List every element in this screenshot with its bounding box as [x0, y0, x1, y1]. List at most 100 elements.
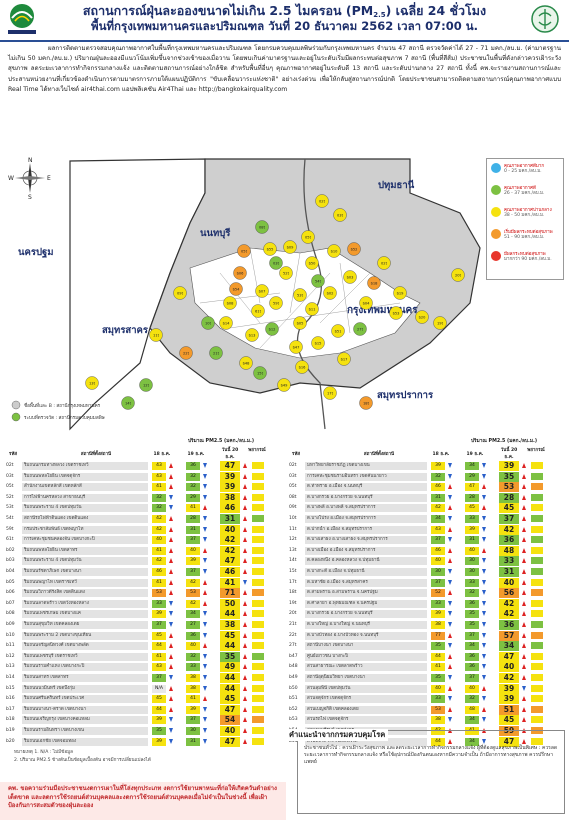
trend-up-icon [243, 516, 247, 521]
station-dot-label: b02 [327, 292, 334, 296]
value-today: 54 [220, 715, 240, 726]
station-dot [393, 286, 407, 300]
forecast-swatch [252, 546, 264, 554]
value-d2: 33 [465, 578, 479, 587]
station-dot-label: 22t [183, 352, 190, 356]
value-d2: 32 [186, 472, 200, 481]
forecast-swatch [252, 515, 264, 522]
station-name: ริมถนนพระราม 4 เขตปทุมวัน [22, 504, 148, 513]
value-d2: 36 [186, 631, 200, 640]
value-d2: 36 [186, 462, 200, 470]
value-d2: 40 [465, 546, 479, 555]
table-row: b03 ริมถนนพระราม 4 เขตปทุมวัน 42 39 47 [6, 556, 286, 567]
station-name: ริมถนนพระราม 4 เขตปทุมวัน [22, 557, 148, 566]
value-d1: 53 [152, 589, 166, 598]
value-today: 28 [499, 492, 519, 503]
value-d2: 33 [186, 663, 200, 672]
forecast-swatch [531, 546, 543, 554]
station-name: ริมถนนเจริญกรุง เขตบางคอแหลม [22, 716, 148, 725]
station-id: b11 [6, 643, 15, 649]
trend-up-icon [203, 600, 207, 606]
value-today: 36 [499, 620, 519, 630]
forecast-swatch [531, 472, 543, 480]
table-row: 12t ต.บางเสาธง อ.บางเสาธง จ.สมุทรปราการ 37… [289, 535, 565, 546]
trend-down-icon [203, 706, 207, 712]
value-d2: 34 [465, 462, 479, 470]
value-today: 47 [499, 736, 519, 747]
trend-down-icon [169, 675, 173, 680]
station-id: 09t [289, 505, 297, 511]
value-d2: 32 [186, 652, 200, 661]
table-row: b20 ริมถนนเอกชัย เขตจอมทอง 39 31 47 [6, 736, 286, 748]
table-row: 02t ริมถนนกรมทางหลวง เขตราชเทวี 43 36 47 [6, 461, 286, 472]
station-dot-label: b08 [227, 302, 235, 306]
value-d1: 44 [431, 737, 445, 746]
table-row: b07 ริมถนนลาดพร้าว เขตวังทองหลาง 33 42 50 [6, 598, 286, 610]
value-d1: 31 [431, 493, 445, 502]
table-row: 03t ริมถนนพหลโยธิน เขตจตุจักร 43 32 39 [6, 471, 286, 483]
value-d1: 39 [152, 737, 166, 746]
trend-up-icon [243, 473, 247, 479]
trend-up-icon [243, 526, 247, 532]
trend-down-icon [169, 600, 173, 606]
trend-up-icon [448, 685, 452, 691]
value-today: 45 [499, 715, 519, 726]
value-d2: 27 [186, 621, 200, 629]
station-dot [283, 240, 297, 254]
table-title: ปริมาณ PM2.5 (มคก./ลบ.ม.) [187, 439, 255, 444]
forecast-swatch [531, 705, 543, 713]
station-dot [359, 296, 373, 310]
station-dot-label: 15t [257, 372, 264, 376]
value-d1: 41 [152, 578, 166, 587]
value-d1: 52 [431, 589, 445, 598]
forecast-swatch [531, 621, 543, 628]
station-name: กรมประชาสัมพันธ์ เขตพญาไท [22, 525, 148, 534]
trend-down-icon [203, 569, 207, 574]
trend-down-icon [448, 473, 452, 479]
trend-down-icon [482, 463, 486, 468]
station-dot [315, 194, 329, 208]
value-d1: 37 [152, 674, 166, 682]
table-row: 59t กรมประชาสัมพันธ์ เขตพญาไท 42 31 40 [6, 524, 286, 536]
station-dot-label: b19 [397, 292, 405, 296]
forecast-swatch [531, 737, 543, 745]
table-row: b12 ริมถนนเพชรบุรี เขตราชเทวี 41 32 35 [6, 651, 286, 663]
trend-up-icon [482, 484, 486, 490]
trend-up-icon [203, 505, 207, 511]
trend-up-icon [169, 558, 173, 564]
station-dot-label: b11 [309, 308, 316, 312]
trend-up-icon [203, 579, 207, 585]
col-header-d1: 18 ธ.ค. [432, 452, 450, 457]
value-today: 39 [220, 471, 240, 482]
col-header-forecast: พยากรณ์ [527, 448, 545, 453]
station-dot-label: 18t [363, 402, 370, 406]
station-dot [333, 208, 347, 222]
value-today: 31 [220, 514, 240, 524]
station-id: 11t [289, 526, 297, 532]
forecast-swatch [531, 663, 543, 671]
value-d1: 43 [152, 462, 166, 470]
value-today: 48 [499, 545, 519, 556]
forecast-swatch [252, 472, 264, 480]
trend-down-icon [203, 685, 207, 691]
trend-down-icon [203, 653, 207, 659]
pcd-logo-icon [8, 4, 36, 34]
value-today: 47 [220, 556, 240, 567]
table-header: ปริมาณ PM2.5 (มคก./ลบ.ม.) รหัส สถานีที่ตั้… [289, 437, 565, 461]
station-name: ต.บางกะดี อ.เมือง จ.ปทุมธานี [305, 568, 427, 576]
station-name: ต.คลองหนึ่ง อ.คลองหลวง จ.ปทุมธานี [305, 557, 427, 566]
value-d2: 41 [186, 695, 200, 704]
value-d1: 39 [431, 462, 445, 470]
station-name: ริมถนนรามคำแหง เขตบางกะปิ [22, 663, 148, 672]
trend-up-icon [243, 494, 247, 500]
table-row: b14 ริมถนนสาทร เขตสาทร 37 38 44 [6, 673, 286, 684]
station-dot-label: 21t [213, 352, 220, 356]
value-d2: 36 [465, 652, 479, 661]
ministry-seal-icon [531, 5, 559, 33]
forecast-swatch [531, 599, 543, 607]
advice-text: ประชาชนทั่วไป : ควรเฝ้าระวังสุขภาพ และลด… [304, 745, 558, 765]
station-dot [311, 336, 325, 350]
value-today: 51 [499, 704, 519, 715]
value-today: 47 [220, 736, 240, 747]
station-id: b04 [6, 569, 15, 574]
